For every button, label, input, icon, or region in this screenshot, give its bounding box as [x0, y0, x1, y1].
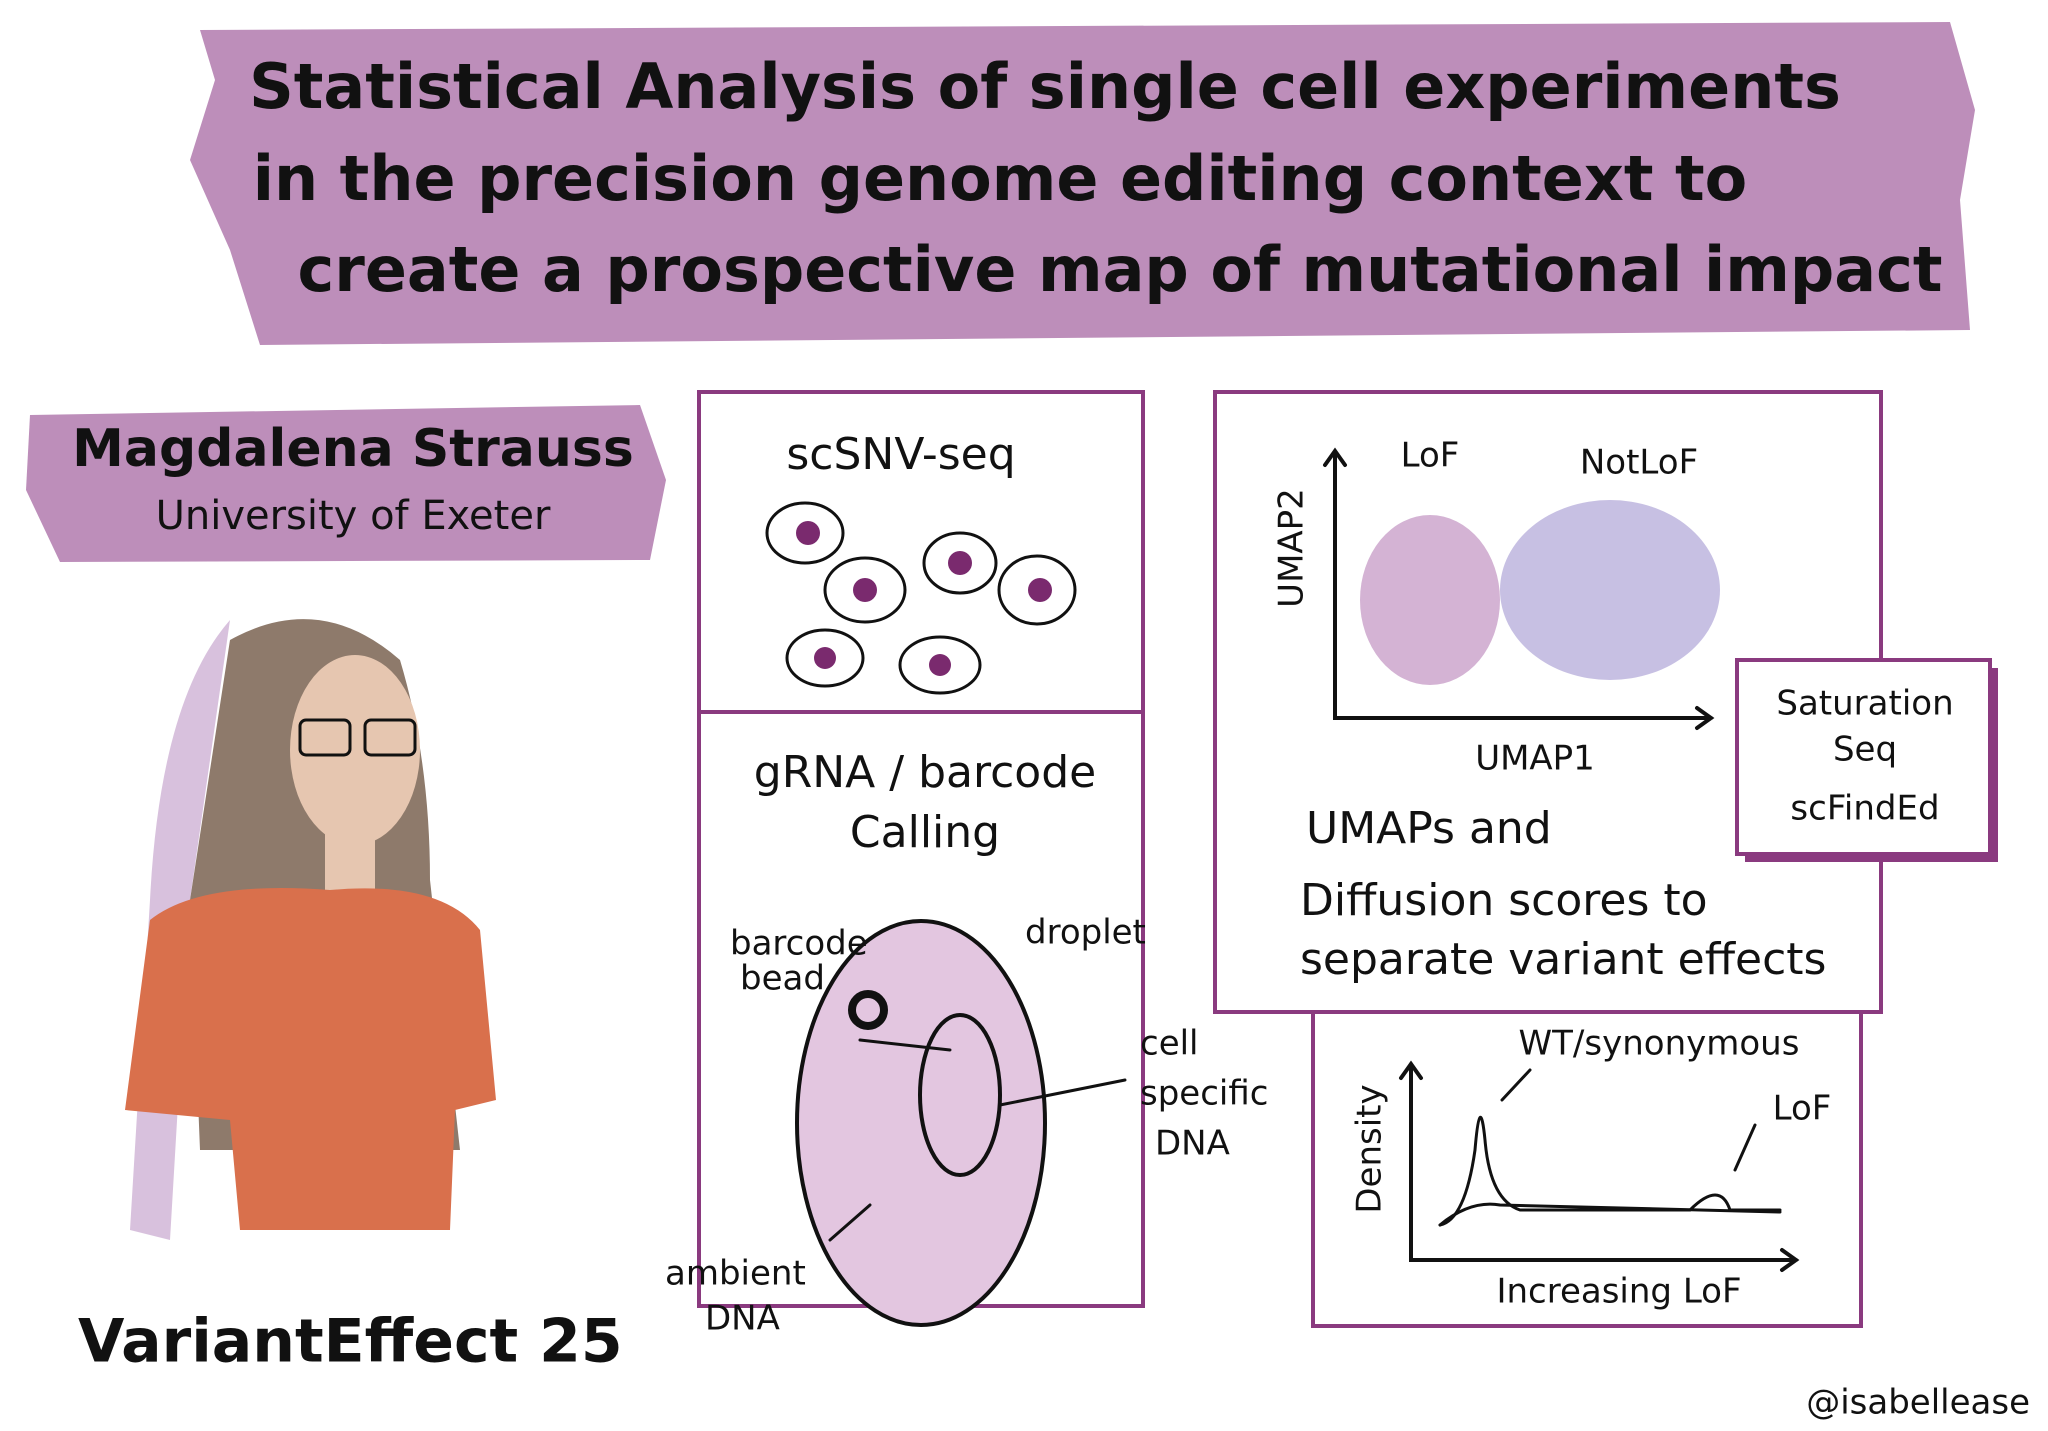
panel-title: gRNA / barcode: [754, 747, 1096, 798]
panel-box: [1311, 1010, 1863, 1328]
peak-label: WT/synonymous: [1519, 1024, 1800, 1064]
cells: [765, 501, 1077, 695]
event-name: VariantEffect 25: [78, 1307, 623, 1377]
label: DNA: [705, 1299, 780, 1339]
cluster: [1360, 515, 1500, 685]
label: cell: [1140, 1024, 1199, 1064]
cluster-label: NotLoF: [1580, 443, 1698, 483]
method: Seq: [1833, 730, 1897, 770]
title-banner: [190, 22, 1975, 345]
label: specific: [1140, 1074, 1268, 1114]
title-line: Statistical Analysis of single cell expe…: [249, 50, 1841, 123]
methods-box: [1735, 658, 1992, 856]
axes: [1399, 1060, 1800, 1272]
axis-label: UMAP1: [1475, 739, 1595, 779]
pointer: [828, 1038, 1127, 1242]
label: DNA: [1155, 1124, 1230, 1164]
cluster: [1500, 500, 1720, 680]
speaker-affiliation: University of Exeter: [156, 493, 551, 539]
label: droplet: [1025, 913, 1146, 953]
credit: @isabellease: [1806, 1383, 2030, 1423]
title-line: in the precision genome editing context …: [253, 142, 1748, 215]
portrait: [125, 619, 496, 1240]
caption: Diffusion scores to: [1300, 875, 1708, 926]
method: Saturation: [1776, 684, 1953, 724]
cluster-label: LoF: [1401, 436, 1460, 476]
pointer: [1500, 1068, 1757, 1172]
title-line: create a prospective map of mutational i…: [297, 233, 1942, 306]
speaker-name: Magdalena Strauss: [72, 419, 634, 479]
axis-label: UMAP2: [1272, 488, 1312, 608]
caption: separate variant effects: [1300, 934, 1826, 985]
label: ambient: [665, 1254, 806, 1294]
axes: [1323, 447, 1715, 730]
axis-label: Increasing LoF: [1496, 1272, 1741, 1312]
bead: [848, 990, 888, 1030]
speaker-banner: [26, 405, 666, 562]
panel-title: scSNV-seq: [786, 429, 1015, 480]
peak-label: LoF: [1773, 1089, 1832, 1129]
label: bead: [740, 959, 825, 999]
density-curve: [1438, 1115, 1782, 1227]
axis-label: Density: [1350, 1084, 1390, 1213]
density-curve: [1438, 1202, 1782, 1227]
label: barcode: [730, 924, 868, 964]
panel-title: Calling: [850, 807, 1000, 858]
method: scFindEd: [1790, 789, 1939, 829]
cell: [918, 1013, 1002, 1177]
caption: UMAPs and: [1306, 803, 1552, 854]
